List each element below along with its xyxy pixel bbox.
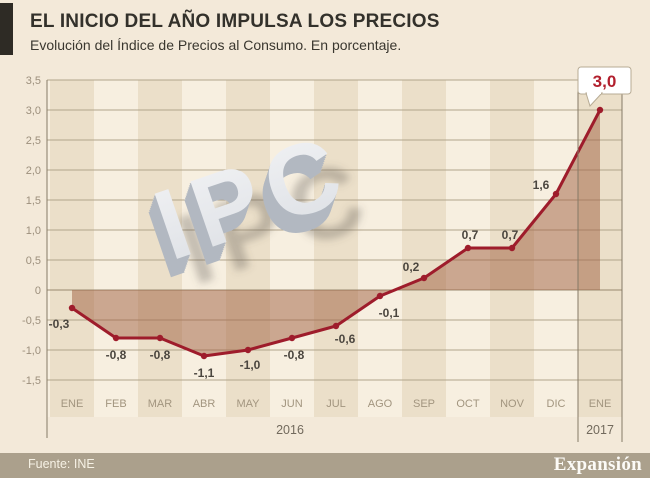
month-band	[138, 80, 182, 417]
month-band	[226, 80, 270, 417]
page-title: EL INICIO DEL AÑO IMPULSA LOS PRECIOS	[30, 11, 440, 32]
value-label: 1,6	[533, 178, 550, 192]
value-label: -0,6	[335, 332, 356, 346]
data-point	[156, 334, 164, 342]
data-point	[112, 334, 120, 342]
data-point	[68, 304, 76, 312]
y-tick-label: 2,0	[26, 165, 41, 177]
month-label: AGO	[368, 398, 393, 410]
value-label: -0,3	[49, 317, 70, 331]
y-tick-label: 1,5	[26, 195, 41, 207]
source-label: Fuente: INE	[28, 457, 95, 471]
data-point	[596, 106, 604, 114]
month-label: FEB	[105, 398, 126, 410]
value-label: 0,2	[403, 260, 420, 274]
month-label: OCT	[456, 398, 480, 410]
month-label: MAR	[148, 398, 173, 410]
data-point	[508, 244, 516, 252]
value-label: -1,0	[240, 358, 261, 372]
month-label: JUN	[281, 398, 302, 410]
y-tick-label: 3,0	[26, 105, 41, 117]
y-tick-label: 0,5	[26, 255, 41, 267]
highlight-value: 3,0	[593, 72, 617, 91]
month-label: MAY	[236, 398, 260, 410]
data-point	[288, 334, 296, 342]
y-tick-label: 2,5	[26, 135, 41, 147]
footer-bar	[0, 453, 650, 478]
y-tick-label: -1,5	[22, 375, 41, 387]
y-tick-label: 0	[35, 285, 41, 297]
year-label-2016: 2016	[276, 423, 304, 437]
value-label: -0,1	[379, 306, 400, 320]
month-band	[314, 80, 358, 417]
value-label: -0,8	[150, 348, 171, 362]
y-tick-label: -1,0	[22, 345, 41, 357]
month-band	[402, 80, 446, 417]
data-point	[376, 292, 384, 300]
month-label: ENE	[61, 398, 84, 410]
month-label: NOV	[500, 398, 525, 410]
value-label: 0,7	[462, 228, 479, 242]
month-label: DIC	[547, 398, 566, 410]
month-band	[50, 80, 94, 417]
brand-logo: Expansión	[553, 454, 642, 475]
data-point	[200, 352, 208, 360]
y-tick-label: -0,5	[22, 315, 41, 327]
month-label: ABR	[193, 398, 216, 410]
value-label: -1,1	[194, 366, 215, 380]
month-label: ENE	[589, 398, 612, 410]
page-subtitle: Evolución del Índice de Precios al Consu…	[30, 37, 402, 53]
value-label: -0,8	[284, 348, 305, 362]
data-point	[552, 190, 560, 198]
y-tick-label: 3,5	[26, 75, 41, 87]
month-label: SEP	[413, 398, 435, 410]
data-point	[464, 244, 472, 252]
y-tick-label: 1,0	[26, 225, 41, 237]
month-label: JUL	[326, 398, 346, 410]
value-label: 0,7	[502, 228, 519, 242]
header-accent-block	[0, 3, 13, 55]
year-label-2017: 2017	[586, 423, 614, 437]
data-point	[420, 274, 428, 282]
highlight-callout: 3,0	[577, 66, 632, 107]
area-fill	[72, 110, 600, 356]
data-point	[332, 322, 340, 330]
data-point	[244, 346, 252, 354]
value-label: -0,8	[106, 348, 127, 362]
